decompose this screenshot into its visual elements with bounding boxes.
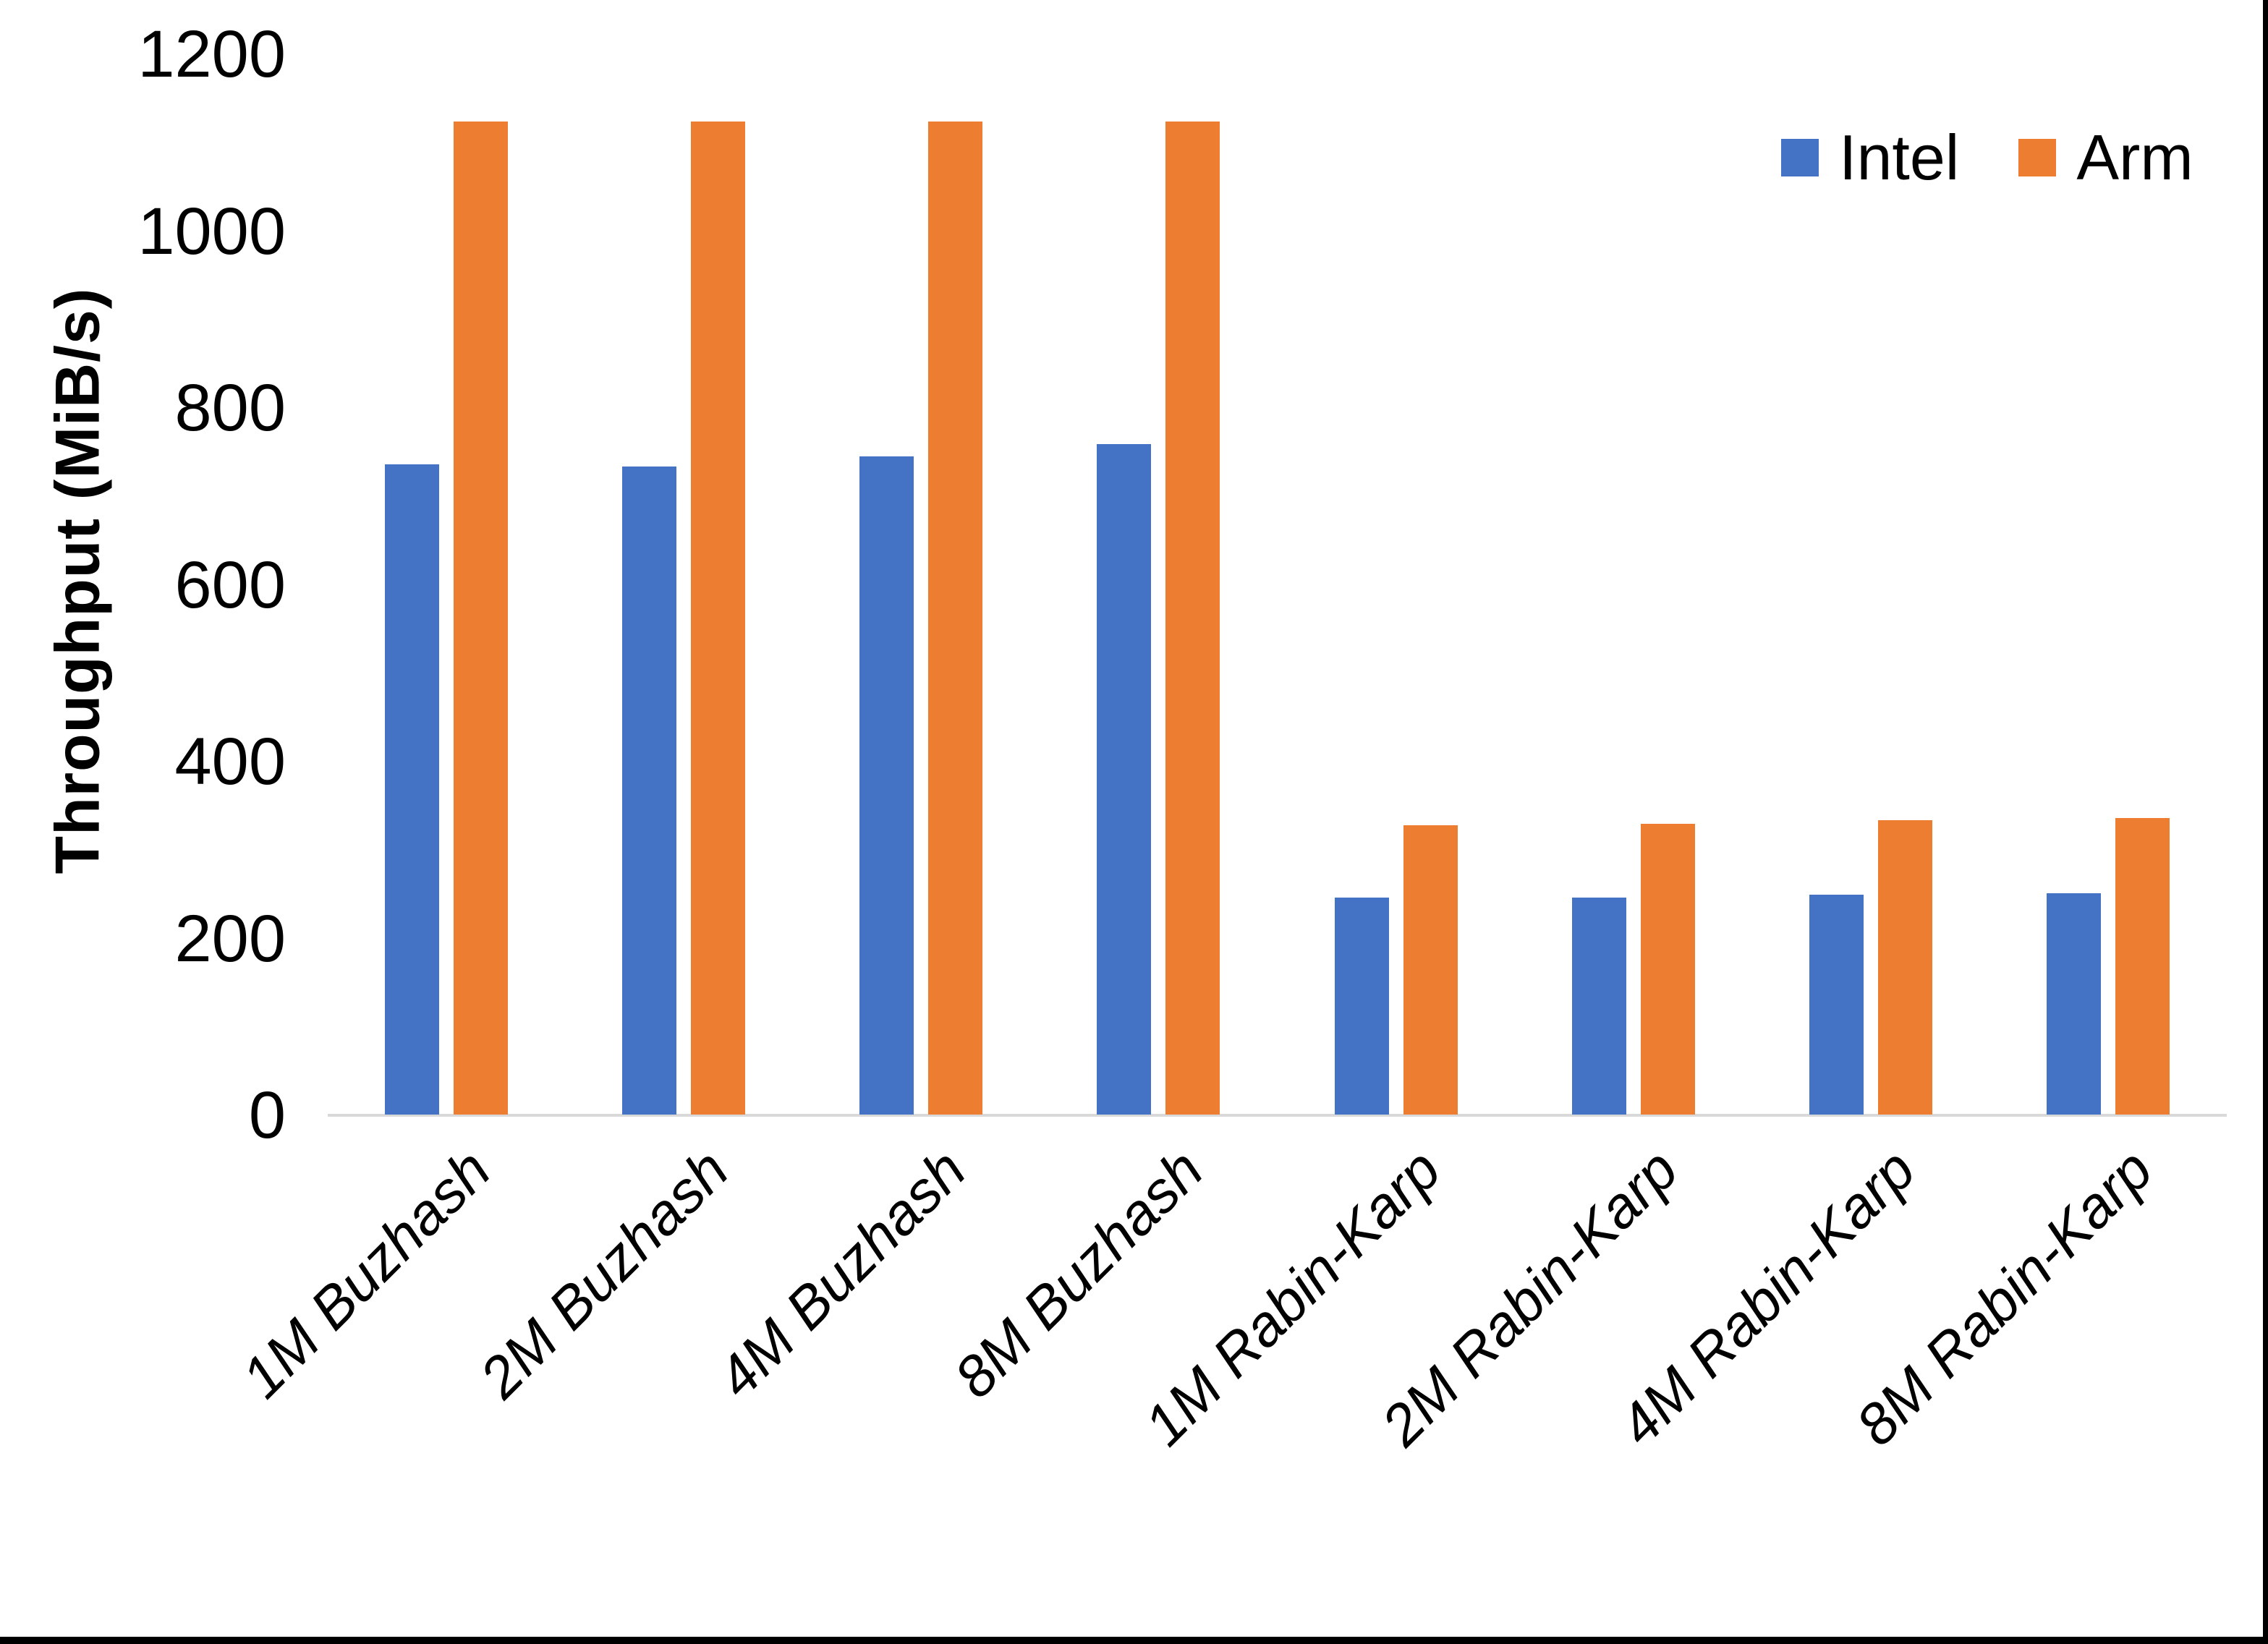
bar-arm-3	[928, 122, 983, 1115]
y-tick-label: 0	[248, 1078, 286, 1152]
x-category-label: 4M Buzhash	[704, 1137, 978, 1410]
bar-intel-1	[385, 464, 440, 1115]
legend-label-arm: Arm	[2076, 122, 2193, 193]
bar-intel-7	[1809, 894, 1864, 1115]
figure-right-border	[2263, 0, 2268, 1644]
bar-arm-6	[1640, 823, 1695, 1115]
legend-item-intel: Intel	[1781, 122, 1959, 194]
legend-label-intel: Intel	[1839, 122, 1960, 193]
y-tick-label: 600	[174, 548, 286, 622]
y-tick-label: 200	[174, 901, 286, 976]
bar-intel-3	[859, 456, 914, 1115]
y-tick-label: 1200	[137, 17, 286, 91]
intel-legend-swatch-icon	[1781, 139, 1819, 176]
bar-intel-2	[622, 466, 677, 1115]
y-tick-label: 1000	[137, 194, 286, 268]
bar-arm-2	[691, 122, 746, 1115]
bar-arm-1	[454, 122, 509, 1115]
x-axis-line	[328, 1114, 2227, 1117]
y-tick-label: 800	[174, 371, 286, 445]
bar-intel-4	[1097, 444, 1152, 1115]
bar-intel-6	[1571, 898, 1626, 1115]
bar-intel-5	[1334, 898, 1389, 1115]
legend-item-arm: Arm	[2018, 122, 2193, 194]
bar-arm-5	[1403, 825, 1458, 1115]
bar-intel-8	[2046, 893, 2101, 1115]
arm-legend-swatch-icon	[2018, 139, 2057, 176]
legend: Intel Arm	[1781, 122, 2193, 194]
figure-bottom-border	[0, 1637, 2268, 1644]
bar-arm-7	[1877, 819, 1932, 1115]
y-tick-label: 400	[174, 725, 286, 798]
bar-arm-8	[2115, 818, 2170, 1115]
bar-arm-4	[1165, 122, 1220, 1115]
x-category-label: 2M Buzhash	[467, 1137, 741, 1410]
x-category-label: 1M Buzhash	[229, 1137, 503, 1410]
